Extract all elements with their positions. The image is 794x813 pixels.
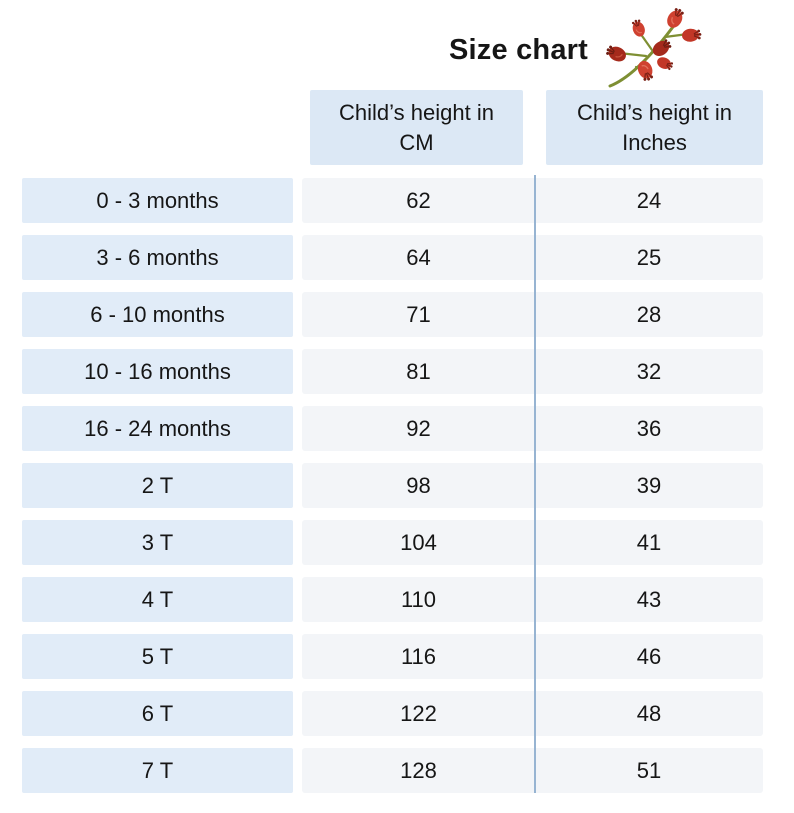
row-values: 64 25 bbox=[302, 235, 763, 280]
inches-value: 39 bbox=[636, 472, 662, 498]
table-row: 3 T 104 41 bbox=[22, 520, 763, 565]
berry bbox=[657, 57, 674, 71]
size-label-cell: 7 T bbox=[22, 748, 293, 793]
header-gap bbox=[523, 90, 546, 165]
size-label-cell: 10 - 16 months bbox=[22, 349, 293, 394]
inches-value: 48 bbox=[636, 700, 662, 726]
row-values: 104 41 bbox=[302, 520, 763, 565]
table-row: 6 - 10 months 71 28 bbox=[22, 292, 763, 337]
row-values: 116 46 bbox=[302, 634, 763, 679]
table-body: 0 - 3 months 62 24 3 - 6 months 64 25 6 … bbox=[22, 175, 763, 793]
table-row: 0 - 3 months 62 24 bbox=[22, 178, 763, 223]
table-row: 7 T 128 51 bbox=[22, 748, 763, 793]
cm-value: 71 bbox=[406, 301, 431, 327]
cm-value: 128 bbox=[400, 757, 437, 783]
table-row: 16 - 24 months 92 36 bbox=[22, 406, 763, 451]
table-row: 3 - 6 months 64 25 bbox=[22, 235, 763, 280]
cm-value: 92 bbox=[406, 415, 431, 441]
cm-value: 104 bbox=[400, 529, 437, 555]
cm-value: 81 bbox=[406, 358, 431, 384]
cm-value: 62 bbox=[406, 187, 431, 213]
inches-value: 28 bbox=[636, 301, 662, 327]
size-label-cell: 16 - 24 months bbox=[22, 406, 293, 451]
table-row: 2 T 98 39 bbox=[22, 463, 763, 508]
berry-branch-icon bbox=[606, 8, 702, 88]
size-label-cell: 6 T bbox=[22, 691, 293, 736]
inches-value: 32 bbox=[636, 358, 662, 384]
inches-value: 25 bbox=[636, 244, 662, 270]
table-row: 6 T 122 48 bbox=[22, 691, 763, 736]
berry bbox=[631, 19, 645, 37]
column-divider-line bbox=[534, 175, 536, 793]
header-inches: Child’s height in Inches bbox=[546, 90, 763, 165]
cm-value: 64 bbox=[406, 244, 431, 270]
inches-value: 24 bbox=[636, 187, 662, 213]
cm-value: 116 bbox=[400, 643, 437, 669]
berry bbox=[682, 28, 702, 42]
berry bbox=[652, 39, 672, 56]
inches-value: 46 bbox=[636, 643, 662, 669]
size-label-cell: 3 - 6 months bbox=[22, 235, 293, 280]
page-title: Size chart bbox=[449, 34, 588, 66]
header-spacer bbox=[22, 90, 310, 165]
table-row: 10 - 16 months 81 32 bbox=[22, 349, 763, 394]
size-label-cell: 4 T bbox=[22, 577, 293, 622]
inches-value: 41 bbox=[636, 529, 662, 555]
row-values: 110 43 bbox=[302, 577, 763, 622]
inches-value: 43 bbox=[636, 586, 662, 612]
cm-value: 98 bbox=[406, 472, 431, 498]
row-values: 98 39 bbox=[302, 463, 763, 508]
row-values: 92 36 bbox=[302, 406, 763, 451]
row-values: 81 32 bbox=[302, 349, 763, 394]
row-values: 122 48 bbox=[302, 691, 763, 736]
table-row: 4 T 110 43 bbox=[22, 577, 763, 622]
header-cm: Child’s height in CM bbox=[310, 90, 523, 165]
berry bbox=[667, 8, 684, 28]
table-row: 5 T 116 46 bbox=[22, 634, 763, 679]
row-values: 128 51 bbox=[302, 748, 763, 793]
row-values: 71 28 bbox=[302, 292, 763, 337]
cm-value: 122 bbox=[400, 700, 437, 726]
berry bbox=[606, 45, 626, 62]
size-label-cell: 6 - 10 months bbox=[22, 292, 293, 337]
size-label-cell: 3 T bbox=[22, 520, 293, 565]
size-label-cell: 5 T bbox=[22, 634, 293, 679]
inches-value: 36 bbox=[636, 415, 662, 441]
row-values: 62 24 bbox=[302, 178, 763, 223]
table-header-row: Child’s height in CM Child’s height in I… bbox=[22, 90, 763, 165]
berry bbox=[637, 60, 654, 81]
size-label-cell: 0 - 3 months bbox=[22, 178, 293, 223]
size-chart-table: Child’s height in CM Child’s height in I… bbox=[22, 90, 763, 793]
inches-value: 51 bbox=[636, 757, 662, 783]
size-label-cell: 2 T bbox=[22, 463, 293, 508]
cm-value: 110 bbox=[400, 586, 437, 612]
